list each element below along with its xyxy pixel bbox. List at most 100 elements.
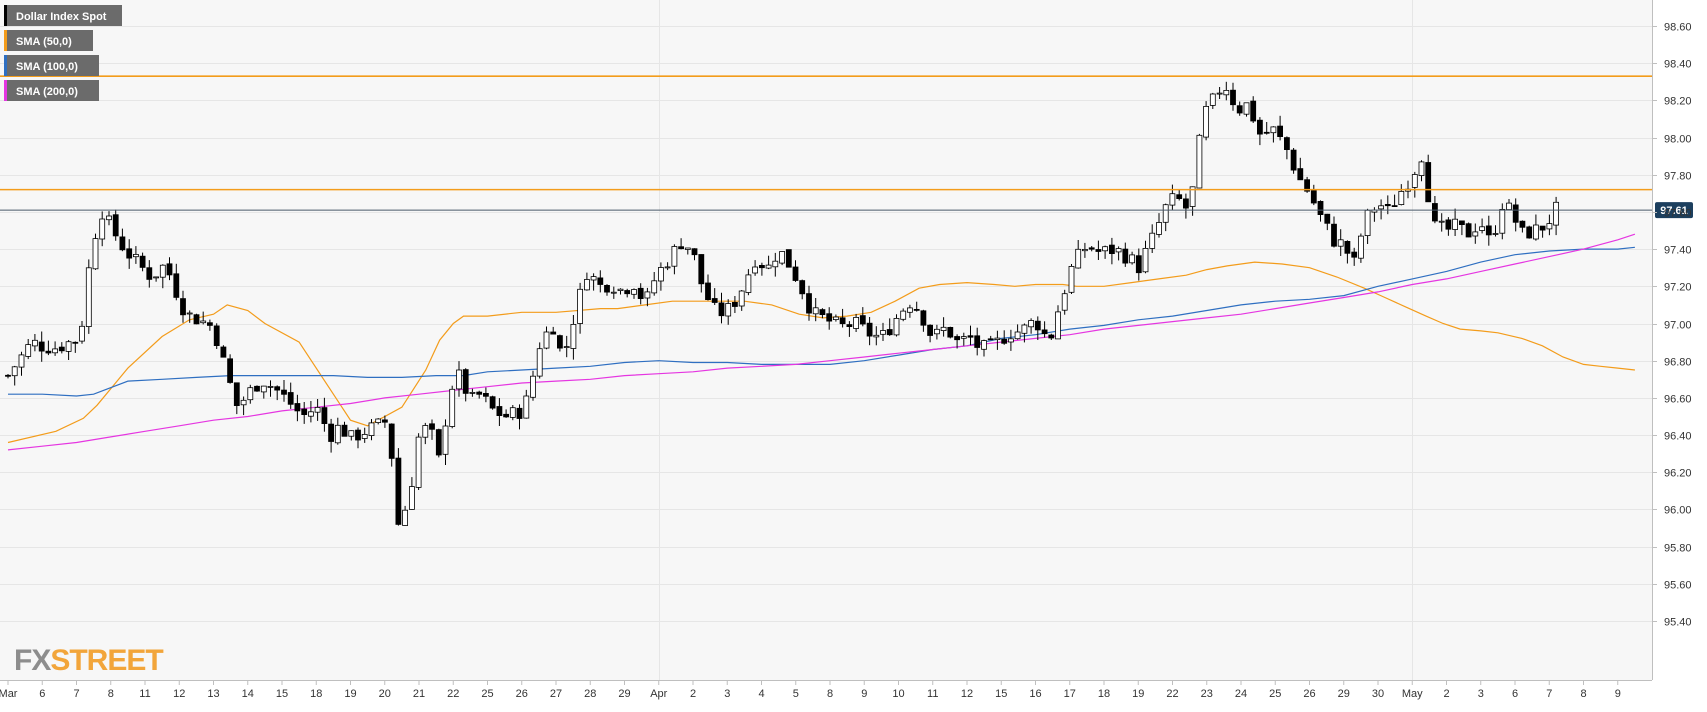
candle-body: [678, 246, 684, 250]
candle-body: [812, 307, 819, 315]
candle: [65, 340, 72, 360]
candle: [725, 299, 732, 325]
candle-body: [1223, 90, 1230, 96]
candle: [1378, 199, 1384, 220]
candle: [489, 395, 496, 410]
candle: [408, 477, 415, 510]
candle: [1257, 117, 1263, 146]
candle-body: [1061, 293, 1068, 311]
candle: [328, 418, 335, 453]
candle-body: [947, 326, 954, 338]
candle: [1344, 240, 1351, 264]
candle-body: [819, 309, 826, 316]
candle-body: [765, 264, 772, 269]
y-tick-label: 96.60: [1664, 394, 1692, 406]
candle-body: [826, 313, 833, 322]
candle-body: [1438, 220, 1445, 223]
candle: [873, 326, 880, 346]
candle-body: [65, 341, 72, 352]
candle-body: [981, 340, 987, 350]
candle-body: [1499, 208, 1506, 234]
candle: [516, 404, 523, 430]
candle: [1533, 214, 1539, 241]
candle: [1176, 189, 1183, 201]
candle: [1055, 305, 1061, 340]
candle: [287, 382, 294, 409]
candle: [752, 260, 758, 276]
candle: [1142, 240, 1149, 274]
candle: [651, 272, 658, 296]
last-price-line: 97.61: [0, 202, 1693, 219]
x-tick-label: 24: [1235, 688, 1247, 700]
candle-body: [967, 335, 974, 338]
candle: [523, 389, 530, 419]
candle-body: [79, 325, 85, 342]
candle-body: [1485, 225, 1492, 236]
candle: [711, 288, 718, 305]
candle-body: [361, 433, 368, 439]
candle: [1485, 215, 1492, 246]
candlesticks: [5, 81, 1559, 526]
candle: [1115, 246, 1122, 261]
candle-body: [705, 282, 711, 301]
candle: [476, 390, 483, 399]
candle-body: [1075, 248, 1082, 269]
x-tick-label: 7: [1546, 688, 1552, 700]
candle-body: [987, 338, 994, 341]
candle: [624, 288, 631, 298]
candle: [812, 298, 819, 322]
candle: [732, 296, 738, 313]
legend-box: [4, 55, 99, 76]
candle: [38, 331, 45, 362]
candle: [631, 288, 637, 299]
candle-body: [132, 253, 139, 258]
candle: [1075, 240, 1082, 269]
horizontal-levels: [0, 75, 1652, 191]
candle: [18, 351, 25, 376]
candle: [11, 365, 18, 386]
candle-body: [718, 302, 725, 317]
candle: [1041, 321, 1048, 338]
x-tick-label: Apr: [650, 688, 667, 700]
candle-body: [1270, 126, 1277, 134]
candle-body: [691, 248, 698, 256]
brand-fx: FX: [14, 644, 51, 677]
candle-body: [509, 407, 516, 418]
candle: [664, 262, 671, 271]
candle-body: [934, 328, 940, 335]
candle: [1001, 330, 1008, 345]
x-tick-label: 22: [1166, 688, 1178, 700]
candle: [1209, 92, 1216, 109]
candle-body: [408, 486, 415, 510]
candle-body: [314, 406, 321, 413]
candle: [247, 384, 254, 404]
y-tick-label: 97.20: [1664, 282, 1692, 294]
candle-body: [146, 267, 153, 280]
candle-body: [240, 399, 247, 406]
legend-item: SMA (100,0): [4, 55, 99, 76]
candle: [1337, 229, 1344, 256]
candle: [368, 419, 375, 441]
y-tick-label: 96.40: [1664, 431, 1692, 443]
candle: [1028, 318, 1034, 334]
candle-body: [1230, 89, 1236, 106]
candle: [927, 324, 933, 343]
x-tick-label: May: [1402, 688, 1423, 700]
x-axis-ticks: Mar 6 7 8 11 12 13 14 15 18 19 20 21 22 25 26 27 28 29 Apr 2…: [0, 680, 1621, 700]
candle: [1324, 213, 1331, 231]
candle: [792, 260, 799, 282]
candle: [530, 370, 536, 401]
candle-body: [1479, 226, 1485, 231]
candle: [32, 334, 38, 352]
candle-body: [435, 429, 442, 456]
candle: [1553, 196, 1559, 236]
candle-body: [274, 386, 281, 391]
candle-body: [233, 382, 240, 406]
candle: [610, 286, 617, 299]
legend-swatch: [4, 80, 7, 101]
candle-body: [1324, 213, 1331, 224]
candle: [785, 249, 792, 268]
candle: [334, 417, 341, 445]
candle: [1243, 102, 1250, 117]
candle: [200, 311, 207, 325]
